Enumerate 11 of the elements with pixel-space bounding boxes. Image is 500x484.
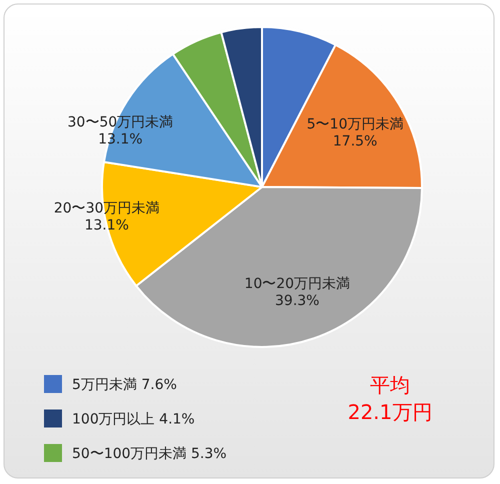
text: 22.1万円 (348, 400, 432, 424)
legend-label: 50〜100万円未満 5.3% (72, 446, 227, 462)
legend-label: 5万円未満 7.6% (72, 377, 177, 393)
slice-label: 5〜10万円未満 (306, 116, 404, 133)
legend-label: 100万円以上 4.1% (72, 412, 195, 428)
legend: 5万円未満 7.6% 100万円以上 4.1% 50〜100万円未満 5.3% (44, 375, 227, 462)
text: 平均 (370, 373, 410, 397)
slice-label: 10〜20万円未満 (244, 276, 350, 292)
data-label: 39.3% (275, 292, 320, 309)
data-label: 17.5% (332, 134, 378, 150)
slice-label: 30〜50万円未満 (68, 114, 174, 130)
